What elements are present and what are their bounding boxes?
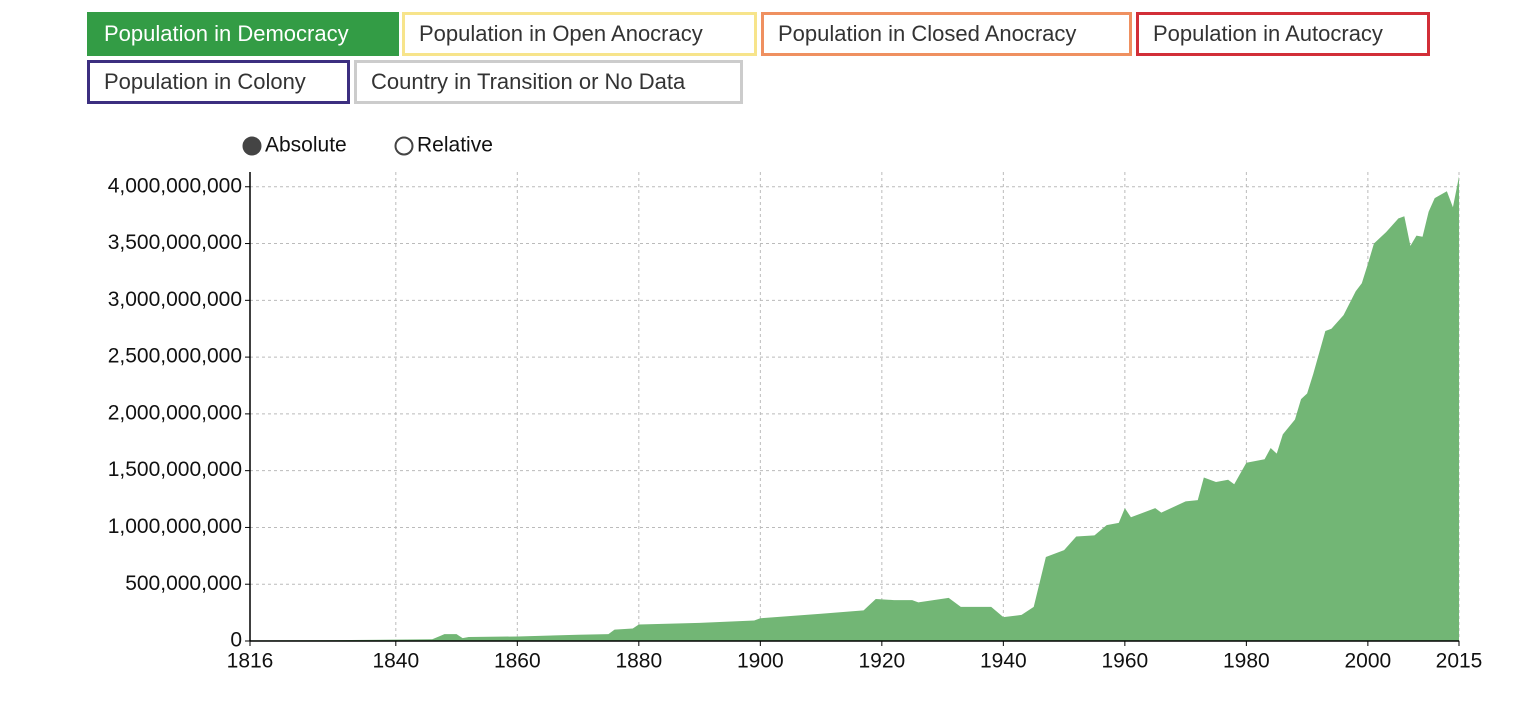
series-toggle[interactable]: Population in Open Anocracy — [402, 12, 757, 56]
y-tick-label: 1,500,000,000 — [108, 458, 242, 481]
x-tick-label: 1940 — [980, 650, 1027, 673]
y-tick-label: 3,000,000,000 — [108, 288, 242, 311]
x-tick-label: 1980 — [1223, 650, 1270, 673]
series-toggle[interactable]: Population in Closed Anocracy — [761, 12, 1132, 56]
y-tick-label: 2,000,000,000 — [108, 401, 242, 424]
x-tick-label: 1840 — [372, 650, 419, 673]
radio-button[interactable] — [242, 136, 262, 156]
series-toggle[interactable]: Population in Colony — [87, 60, 350, 104]
y-tick-label: 0 — [230, 629, 242, 652]
series-toggle[interactable]: Population in Democracy — [87, 12, 399, 56]
x-tick-label: 1920 — [858, 650, 905, 673]
x-tick-label: 1860 — [494, 650, 541, 673]
series-toggle[interactable]: Country in Transition or No Data — [354, 60, 743, 104]
series-toggle[interactable]: Population in Autocracy — [1136, 12, 1430, 56]
y-tick-label: 2,500,000,000 — [108, 345, 242, 368]
y-tick-label: 3,500,000,000 — [108, 231, 242, 254]
radio-label[interactable]: Relative — [417, 134, 493, 157]
x-tick-label: 2000 — [1345, 650, 1392, 673]
area — [250, 176, 1459, 642]
y-tick-label: 500,000,000 — [125, 572, 242, 595]
x-tick-label: 2015 — [1436, 650, 1483, 673]
radio-button[interactable] — [394, 136, 414, 156]
radio-label[interactable]: Absolute — [265, 134, 347, 157]
x-tick-label: 1900 — [737, 650, 784, 673]
x-tick-label: 1960 — [1101, 650, 1148, 673]
x-tick-label: 1880 — [615, 650, 662, 673]
y-tick-label: 4,000,000,000 — [108, 174, 242, 197]
x-tick-label: 1816 — [227, 650, 274, 673]
y-tick-label: 1,000,000,000 — [108, 515, 242, 538]
